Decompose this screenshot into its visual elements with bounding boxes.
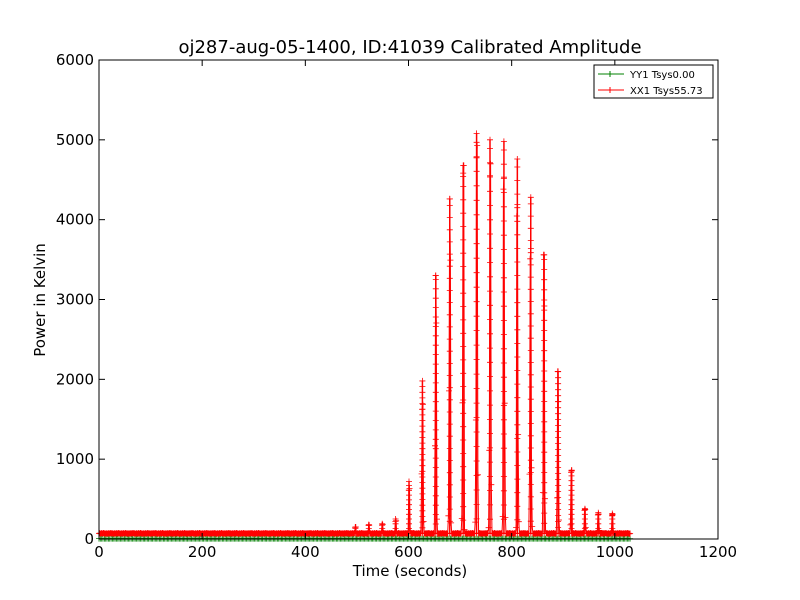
burst-markers [392, 516, 399, 537]
burst-markers [555, 368, 562, 537]
legend-entry-yy1: YY1 Tsys0.00 [598, 70, 695, 81]
plot-marks [96, 130, 634, 542]
legend-label-xx1: XX1 Tsys55.73 [630, 86, 703, 97]
y-tick-label: 3000 [56, 291, 94, 309]
y-tick-label: 2000 [56, 370, 94, 388]
x-tick-label: 400 [291, 543, 320, 561]
burst-markers [568, 467, 575, 537]
x-tick-label: 1000 [596, 543, 634, 561]
x-tick-label: 600 [394, 543, 423, 561]
burst-markers [432, 272, 439, 537]
y-axis: 0 1000 2000 3000 4000 5000 6000 [56, 51, 718, 548]
x-tick-label: 0 [94, 543, 104, 561]
burst-markers [541, 251, 548, 537]
burst-markers [527, 194, 534, 537]
burst-markers [487, 136, 493, 537]
burst-markers [446, 195, 453, 537]
burst-markers [419, 377, 426, 537]
plot-frame [98, 59, 719, 540]
x-tick-label: 1200 [699, 543, 737, 561]
burst-markers [352, 524, 359, 537]
burst-markers [473, 130, 480, 537]
series-xx1-line [98, 145, 631, 535]
burst-markers [460, 162, 467, 537]
legend-marker-yy1 [607, 71, 613, 77]
x-axis-label: Time (seconds) [352, 562, 468, 580]
burst-markers [514, 156, 521, 537]
y-tick-label: 4000 [56, 211, 94, 229]
burst-markers [581, 505, 588, 537]
burst-markers [595, 509, 602, 537]
burst-markers [500, 138, 507, 537]
burst-markers [365, 521, 372, 537]
burst-markers [379, 520, 386, 537]
legend-label-yy1: YY1 Tsys0.00 [629, 70, 695, 81]
chart-title: oj287-aug-05-1400, ID:41039 Calibrated A… [178, 37, 641, 58]
x-tick-label: 800 [497, 543, 526, 561]
y-tick-label: 5000 [56, 131, 94, 149]
legend-entry-xx1: XX1 Tsys55.73 [598, 86, 703, 97]
y-tick-label: 6000 [56, 51, 94, 69]
y-tick-label: 0 [84, 530, 94, 548]
legend-marker-xx1 [607, 87, 613, 93]
legend: YY1 Tsys0.00 XX1 Tsys55.73 [593, 64, 714, 99]
y-axis-label: Power in Kelvin [31, 243, 49, 357]
legend-box [593, 64, 714, 99]
y-tick-label: 1000 [56, 450, 94, 468]
x-tick-label: 200 [188, 543, 217, 561]
series-xx1-markers [96, 142, 634, 537]
burst-markers [406, 478, 412, 537]
x-axis: 0 200 400 600 800 1000 1200 [94, 60, 737, 561]
burst-markers [609, 510, 616, 537]
